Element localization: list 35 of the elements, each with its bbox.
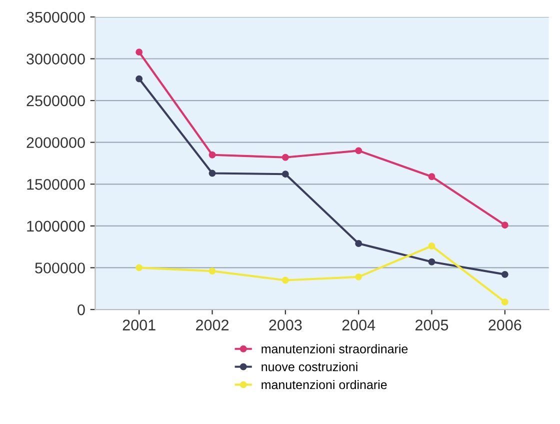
point bbox=[501, 222, 508, 229]
y-tick-label: 0 bbox=[78, 304, 85, 316]
point bbox=[282, 276, 289, 284]
point bbox=[355, 240, 362, 247]
point bbox=[282, 170, 289, 178]
y-tick-label: 500000 bbox=[35, 262, 85, 274]
point bbox=[428, 173, 436, 180]
y-tick-label: 2500000 bbox=[26, 95, 85, 106]
point bbox=[208, 268, 216, 275]
point bbox=[355, 273, 362, 280]
x-tick-label: 2005 bbox=[416, 320, 448, 330]
legend-label: manutenzioni ordinarie bbox=[262, 380, 387, 390]
x-tick-label: 2004 bbox=[342, 320, 376, 330]
point bbox=[136, 48, 143, 56]
legend-label: manutenzioni straordinarie bbox=[262, 344, 408, 354]
point bbox=[282, 154, 289, 161]
point bbox=[501, 270, 508, 278]
point bbox=[428, 242, 436, 250]
point bbox=[208, 170, 216, 177]
y-tick-label: 1000000 bbox=[27, 220, 85, 232]
point bbox=[136, 75, 143, 82]
y-tick-label: 2000000 bbox=[26, 137, 85, 148]
y-tick-label: 3000000 bbox=[26, 54, 85, 64]
point bbox=[208, 151, 216, 158]
legend-label: nuove costruzioni bbox=[262, 362, 358, 372]
point bbox=[428, 258, 436, 266]
y-tick-label: 3500000 bbox=[26, 12, 85, 23]
x-tick-label: 2002 bbox=[196, 320, 228, 330]
x-tick-label: 2001 bbox=[122, 320, 156, 330]
y-tick-label: 1500000 bbox=[27, 179, 85, 190]
point bbox=[355, 147, 362, 154]
x-tick-label: 2006 bbox=[488, 320, 522, 330]
x-tick-label: 2003 bbox=[269, 320, 302, 330]
point bbox=[136, 264, 143, 272]
point bbox=[501, 298, 508, 306]
